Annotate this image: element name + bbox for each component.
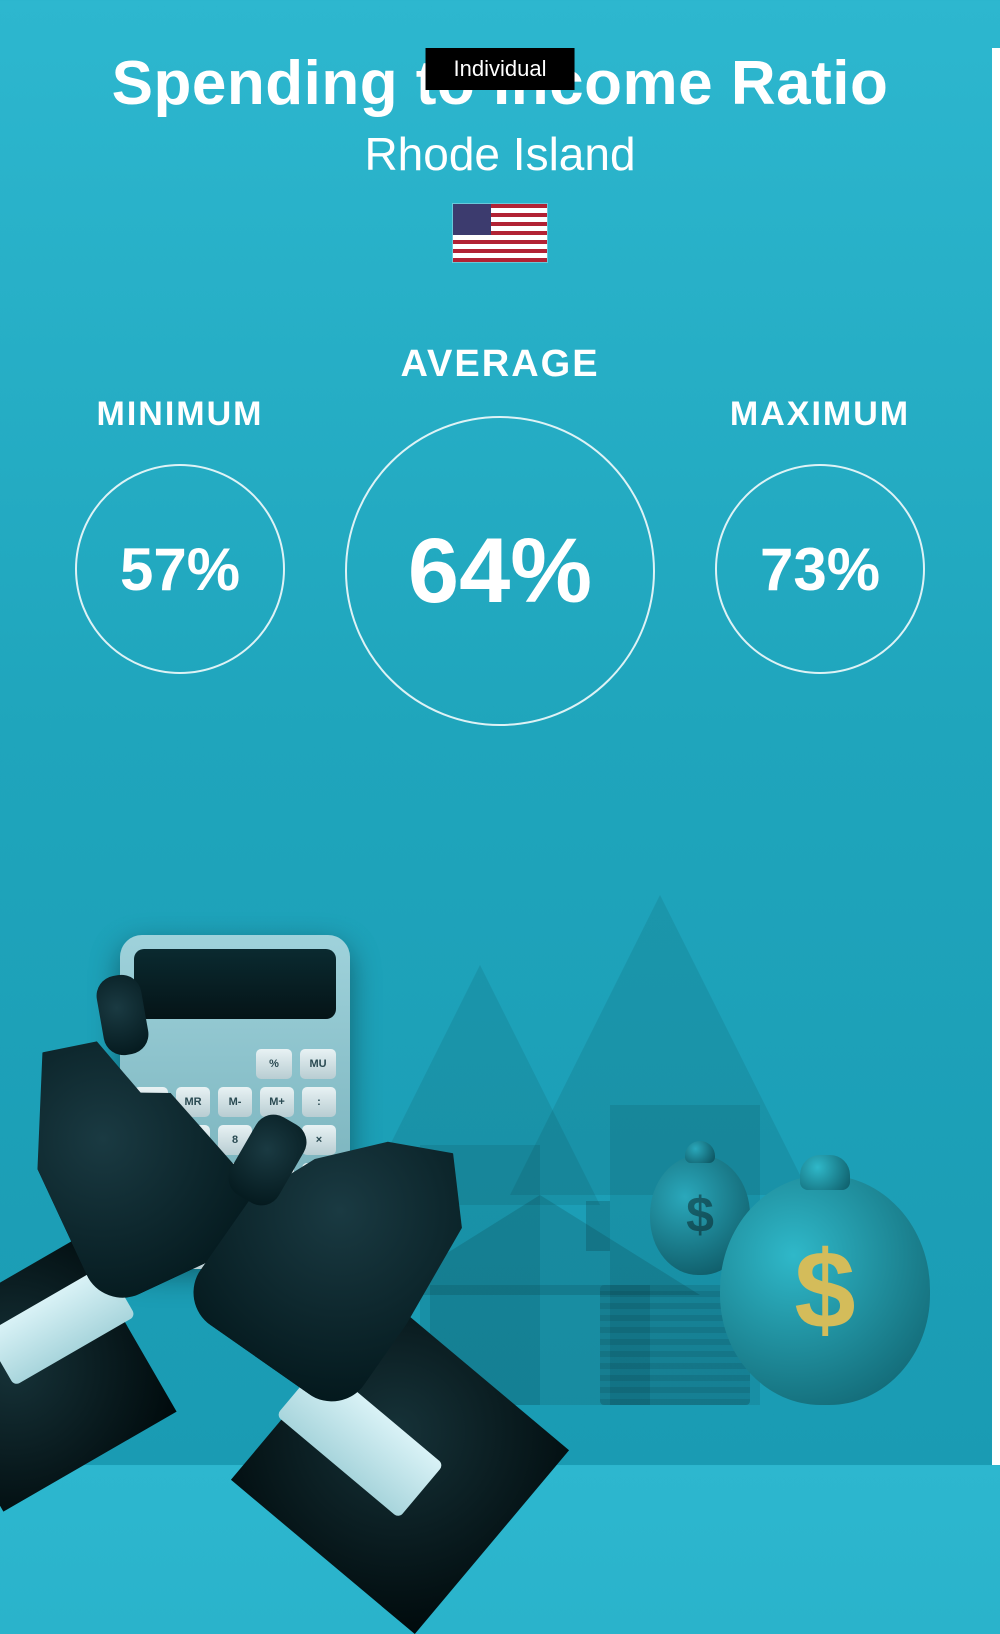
stat-value-minimum: 57% bbox=[120, 535, 240, 604]
page-subtitle: Rhode Island bbox=[0, 127, 1000, 181]
money-stack-icon bbox=[600, 1285, 750, 1405]
stat-maximum: MAXIMUM 73% bbox=[715, 395, 925, 674]
calculator-icon: % MU MC MR M- M+ : +/- 7 8 9 × ▶ 4 5 6 bbox=[120, 935, 350, 1265]
house-icon bbox=[380, 1195, 700, 1395]
stat-label-minimum: MINIMUM bbox=[97, 395, 264, 434]
stat-circle-maximum: 73% bbox=[715, 464, 925, 674]
category-badge: Individual bbox=[426, 48, 575, 90]
calculator-hands-icon: % MU MC MR M- M+ : +/- 7 8 9 × ▶ 4 5 6 bbox=[0, 905, 420, 1465]
money-bag-icon: $ bbox=[720, 1175, 930, 1405]
stat-circle-average: 64% bbox=[345, 416, 655, 726]
stat-average: AVERAGE 64% bbox=[345, 343, 655, 726]
arrow-up-icon bbox=[510, 895, 810, 1195]
stat-value-maximum: 73% bbox=[760, 535, 880, 604]
decorative-illustration: $ $ % MU MC MR M- M+ : +/- 7 8 bbox=[0, 905, 1000, 1465]
stats-container: MINIMUM 57% AVERAGE 64% MAXIMUM 73% bbox=[0, 343, 1000, 726]
us-flag-icon bbox=[452, 203, 548, 263]
page-edge bbox=[992, 48, 1000, 1465]
stat-label-average: AVERAGE bbox=[400, 343, 599, 386]
stat-label-maximum: MAXIMUM bbox=[730, 395, 910, 434]
arrow-up-icon bbox=[360, 965, 600, 1205]
stat-circle-minimum: 57% bbox=[75, 464, 285, 674]
stat-minimum: MINIMUM 57% bbox=[75, 395, 285, 674]
stat-value-average: 64% bbox=[408, 519, 592, 624]
money-bag-icon: $ bbox=[650, 1155, 750, 1275]
